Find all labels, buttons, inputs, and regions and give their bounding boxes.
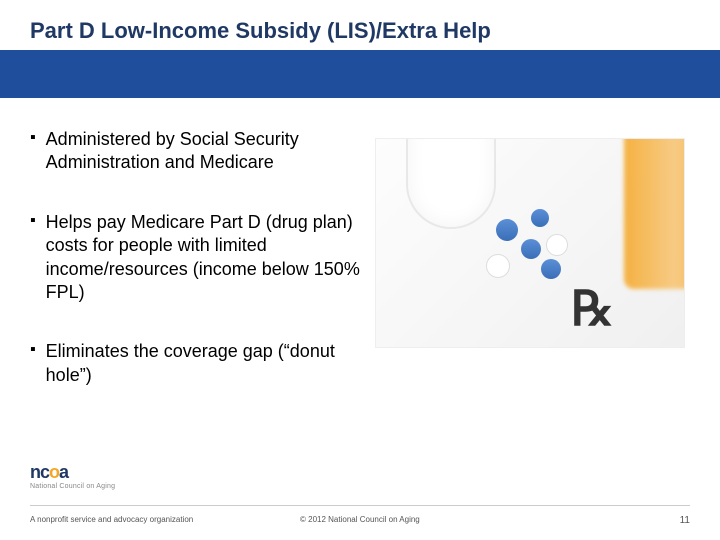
bullet-text: Eliminates the coverage gap (“donut hole… bbox=[46, 340, 360, 387]
bullet-list: ▪ Administered by Social Security Admini… bbox=[30, 128, 360, 423]
pill-icon bbox=[486, 254, 510, 278]
bullet-item: ▪ Helps pay Medicare Part D (drug plan) … bbox=[30, 211, 360, 305]
orange-bottle-icon bbox=[624, 138, 685, 289]
footer-left-text: A nonprofit service and advocacy organiz… bbox=[30, 515, 290, 526]
logo-subtitle: National Council on Aging bbox=[30, 483, 115, 490]
logo-c: c bbox=[40, 462, 49, 482]
logo: ncoa National Council on Aging bbox=[30, 462, 115, 490]
bullet-text: Helps pay Medicare Part D (drug plan) co… bbox=[46, 211, 360, 305]
pill-icon bbox=[521, 239, 541, 259]
bullet-item: ▪ Administered by Social Security Admini… bbox=[30, 128, 360, 175]
logo-o: o bbox=[49, 462, 59, 482]
page-number: 11 bbox=[650, 515, 690, 526]
image-area: ℞ bbox=[360, 128, 690, 423]
logo-a: a bbox=[59, 462, 68, 482]
slide-title: Part D Low-Income Subsidy (LIS)/Extra He… bbox=[30, 18, 690, 44]
bullet-text: Administered by Social Security Administ… bbox=[46, 128, 360, 175]
header-bar bbox=[0, 50, 720, 98]
bullet-item: ▪ Eliminates the coverage gap (“donut ho… bbox=[30, 340, 360, 387]
pill-icon bbox=[496, 219, 518, 241]
pill-bottle-icon bbox=[406, 138, 496, 229]
footer-copyright: © 2012 National Council on Aging bbox=[290, 515, 650, 526]
logo-text: ncoa bbox=[30, 462, 115, 483]
pill-icon bbox=[546, 234, 568, 256]
bullet-marker-icon: ▪ bbox=[30, 211, 36, 305]
footer-divider bbox=[30, 505, 690, 506]
bullet-marker-icon: ▪ bbox=[30, 128, 36, 175]
title-area: Part D Low-Income Subsidy (LIS)/Extra He… bbox=[0, 0, 720, 50]
footer: A nonprofit service and advocacy organiz… bbox=[30, 515, 690, 526]
logo-n: n bbox=[30, 462, 40, 482]
pill-icon bbox=[541, 259, 561, 279]
rx-photo: ℞ bbox=[375, 138, 685, 348]
rx-symbol: ℞ bbox=[571, 281, 614, 337]
bullet-marker-icon: ▪ bbox=[30, 340, 36, 387]
pill-icon bbox=[531, 209, 549, 227]
content-area: ▪ Administered by Social Security Admini… bbox=[0, 98, 720, 423]
